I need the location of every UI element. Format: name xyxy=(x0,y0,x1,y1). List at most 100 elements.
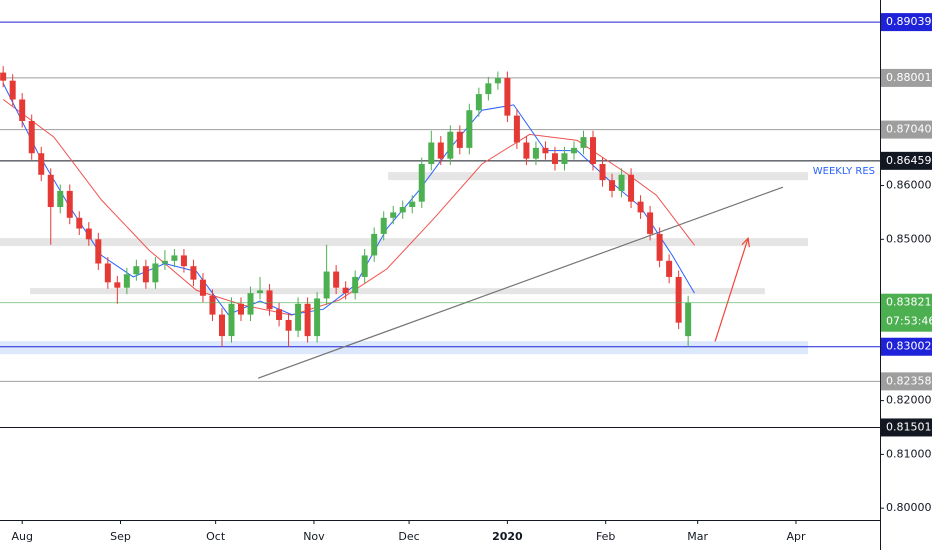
candle-body xyxy=(352,276,359,294)
level-label: 0.88001 xyxy=(886,71,932,84)
level-label: 0.81501 xyxy=(886,420,932,433)
x-tick-label: Dec xyxy=(398,530,419,543)
candle-body xyxy=(123,274,130,288)
arrow-shaft xyxy=(714,238,749,342)
zone xyxy=(0,341,809,355)
candle-body xyxy=(114,282,121,288)
candle-body xyxy=(257,290,264,294)
y-tick-label: 0.82000 xyxy=(886,394,932,407)
level-label: 0.89039 xyxy=(886,15,932,28)
candle-body xyxy=(437,142,444,159)
candle-body xyxy=(276,309,283,320)
level-label-box xyxy=(881,372,932,391)
x-tick-label: Sep xyxy=(110,530,131,543)
y-tick-label: 0.80000 xyxy=(886,501,932,514)
candle-body xyxy=(523,142,530,159)
candle-body xyxy=(532,147,539,159)
level-label: 0.87040 xyxy=(886,123,932,136)
candle-body xyxy=(28,120,35,154)
candle-body xyxy=(266,290,273,310)
candle-body xyxy=(628,174,635,202)
x-tick-label: Apr xyxy=(786,530,806,543)
candle-body xyxy=(475,94,482,111)
candle-body xyxy=(542,147,549,154)
level-label-box xyxy=(881,151,932,170)
candle-body xyxy=(190,266,197,280)
candle-body xyxy=(580,137,587,148)
candle-body xyxy=(361,255,368,277)
candle-body xyxy=(247,293,254,315)
candle-body xyxy=(218,314,225,337)
candle-body xyxy=(504,77,511,116)
candle-body xyxy=(9,80,16,100)
candle-body xyxy=(599,164,606,181)
candle-body xyxy=(0,72,7,81)
candle-body xyxy=(285,319,292,331)
candle-body xyxy=(380,217,387,234)
candle-body xyxy=(57,190,64,208)
candle-body xyxy=(647,212,654,234)
candle-body xyxy=(333,271,340,288)
candle-body xyxy=(161,260,168,264)
candle-body xyxy=(76,217,83,229)
candle-body xyxy=(466,110,473,148)
candle-body xyxy=(295,303,302,331)
level-label-box xyxy=(881,418,932,437)
candle-body xyxy=(590,137,597,165)
y-tick-label: 0.86000 xyxy=(886,179,932,192)
candle-body xyxy=(66,190,73,218)
candle-body xyxy=(47,174,54,208)
candle-body xyxy=(551,153,558,165)
level-label-box xyxy=(881,120,932,139)
candle-body xyxy=(171,255,178,261)
candle-body xyxy=(447,131,454,159)
candle-body xyxy=(314,298,321,337)
trendline xyxy=(257,186,784,379)
candle-body xyxy=(38,153,45,175)
x-tick-label: Nov xyxy=(303,530,325,543)
candle-body xyxy=(609,180,616,191)
annotation: WEEKLY RES xyxy=(813,166,875,177)
candle-body xyxy=(685,302,692,337)
current-price-box xyxy=(881,293,932,332)
candle-body xyxy=(428,142,435,165)
candle-body xyxy=(513,115,520,143)
x-tick-label: 2020 xyxy=(492,530,523,543)
candle-body xyxy=(570,147,577,154)
candle-body xyxy=(199,279,206,296)
candle-body xyxy=(371,233,378,256)
candle-body xyxy=(390,212,397,218)
candle-body xyxy=(675,276,682,323)
level-label-box xyxy=(881,337,932,356)
candle-body xyxy=(142,266,149,283)
candle-body xyxy=(209,295,216,315)
candle-body xyxy=(656,233,663,261)
countdown-label: 07:53:46 xyxy=(886,315,932,328)
candle-body xyxy=(666,260,673,277)
candle-body xyxy=(485,83,492,95)
y-tick-label: 0.85000 xyxy=(886,232,932,245)
level-label: 0.86459 xyxy=(886,154,932,167)
arrow-head xyxy=(741,236,750,248)
candle-body xyxy=(304,303,311,337)
candle-body xyxy=(228,303,235,337)
candle-body xyxy=(19,99,26,121)
y-tick-label: 0.81000 xyxy=(886,447,932,460)
x-tick-label: Feb xyxy=(596,530,615,543)
candle-body xyxy=(180,255,187,267)
candle-body xyxy=(618,174,625,191)
current-price-label: 0.83821 xyxy=(886,296,932,309)
x-tick-label: Aug xyxy=(11,530,32,543)
candle-body xyxy=(152,263,159,283)
x-tick-label: Oct xyxy=(206,530,226,543)
candle-body xyxy=(637,201,644,213)
candle-body xyxy=(323,271,330,299)
moving-average xyxy=(2,99,695,316)
level-label: 0.83002 xyxy=(886,340,932,353)
candle-body xyxy=(456,131,463,148)
zone xyxy=(0,238,809,247)
candle-body xyxy=(494,77,501,84)
